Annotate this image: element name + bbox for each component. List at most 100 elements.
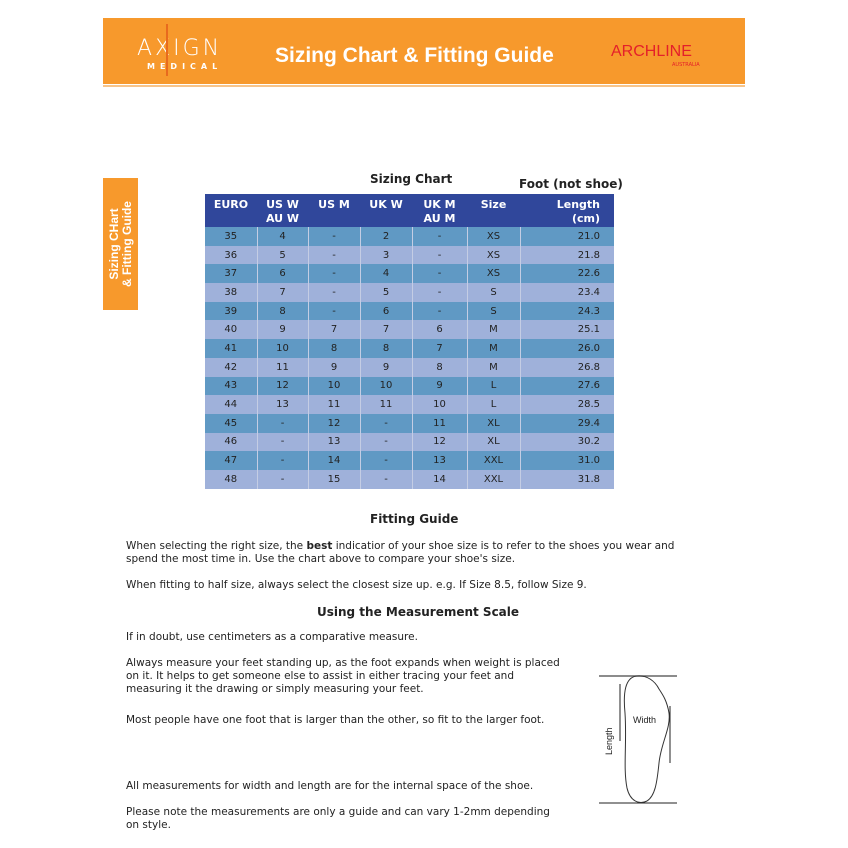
table-cell: 8	[308, 339, 361, 358]
table-cell: XS	[467, 227, 521, 246]
table-row: 44 13 11 11 10 L 28.5	[205, 395, 614, 414]
table-cell: L	[467, 376, 521, 396]
table-cell: 12	[412, 432, 468, 452]
table-cell: 4	[257, 227, 309, 246]
table-cell: 7	[412, 339, 468, 358]
width-label: Width	[633, 715, 656, 725]
length-label: Length	[604, 727, 614, 755]
chart-title: Sizing Chart	[370, 172, 453, 186]
column-header: US W AU W	[257, 194, 308, 227]
table-row: 36 5-3- XS 21.8	[205, 245, 614, 265]
table-cell: -	[308, 227, 361, 246]
table-cell: XXL	[467, 451, 521, 470]
table-row: 40 9 7 7 6 M 25.1	[205, 320, 614, 340]
sizing-table: EURO US W AU W US M UK W UK M AU M Size Length (c…	[205, 194, 614, 489]
table-cell: 13	[257, 395, 309, 414]
table-cell: 46	[205, 432, 258, 452]
table-cell: 14	[308, 451, 361, 470]
axign-logo: AXIGN	[137, 36, 223, 61]
table-cell: 6	[360, 301, 413, 321]
table-cell: 3	[360, 245, 413, 265]
fitting-paragraph-1: When selecting the right size, the best …	[126, 540, 675, 565]
table-cell: 45	[205, 413, 258, 433]
table-cell: 36	[205, 245, 258, 265]
axign-logo-sub: MEDICAL	[147, 62, 223, 71]
archline-logo: ARCHLINE	[611, 43, 692, 60]
table-row: 45-12-11 XL 29.4	[205, 413, 614, 433]
table-cell: 40	[205, 320, 258, 340]
table-cell: 41	[205, 339, 258, 358]
table-cell: -	[308, 264, 361, 284]
fitting-paragraph-2: When fitting to half size, always select…	[126, 579, 587, 591]
table-cell: 42	[205, 357, 258, 377]
table-cell: 11	[360, 395, 413, 414]
table-cell: 2	[360, 227, 413, 246]
table-cell: 7	[360, 320, 413, 340]
table-cell: 25.1	[520, 320, 614, 340]
table-row: 42 11 9 9 8 M 26.8	[205, 357, 614, 377]
measure-paragraph-1: If in doubt, use centimeters as a compar…	[126, 631, 418, 643]
table-cell: 9	[412, 376, 468, 396]
side-tab: Sizing CHart & Fitting Guide	[103, 178, 138, 310]
table-cell: -	[257, 451, 309, 470]
table-cell: -	[360, 451, 413, 470]
table-cell: 4	[360, 264, 413, 284]
table-row: 46-13-12 XL 30.2	[205, 432, 614, 452]
table-cell: -	[360, 469, 413, 489]
axign-logo-mark	[166, 24, 168, 76]
table-cell: 15	[308, 469, 361, 489]
table-row: 41 10 8 8 7 M 26.0	[205, 339, 614, 358]
table-cell: -	[257, 432, 309, 452]
table-cell: -	[257, 413, 309, 433]
table-cell: 14	[412, 469, 468, 489]
table-cell: -	[360, 432, 413, 452]
table-cell: 11	[257, 357, 309, 377]
table-cell: 21.8	[520, 245, 614, 265]
table-cell: M	[467, 339, 521, 358]
table-cell: 22.6	[520, 264, 614, 284]
side-tab-line1: Sizing CHart	[106, 208, 121, 280]
table-cell: -	[257, 469, 309, 489]
table-cell: 13	[412, 451, 468, 470]
table-cell: 44	[205, 395, 258, 414]
table-cell: XS	[467, 245, 521, 265]
table-cell: 8	[257, 301, 309, 321]
foot-note: Foot (not shoe)	[519, 177, 623, 191]
table-cell: 9	[360, 357, 413, 377]
table-cell: -	[360, 413, 413, 433]
table-cell: 35	[205, 227, 258, 246]
column-header: UK W	[360, 194, 412, 227]
table-cell: 8	[360, 339, 413, 358]
table-cell: 9	[257, 320, 309, 340]
table-cell: 31.8	[520, 469, 614, 489]
side-tab-line2: & Fitting Guide	[119, 201, 134, 287]
table-cell: XL	[467, 432, 521, 452]
measure-paragraph-3: Most people have one foot that is larger…	[126, 714, 545, 726]
column-header: Length (cm)	[520, 194, 614, 227]
table-cell: 5	[360, 283, 413, 302]
table-cell: 8	[412, 357, 468, 377]
table-cell: M	[467, 357, 521, 377]
table-cell: 39	[205, 301, 258, 321]
table-cell: 26.0	[520, 339, 614, 358]
table-cell: -	[412, 227, 468, 246]
table-row: 38 7-5- S 23.4	[205, 283, 614, 302]
table-cell: 38	[205, 283, 258, 302]
table-cell: XS	[467, 264, 521, 284]
table-cell: -	[412, 264, 468, 284]
table-cell: 28.5	[520, 395, 614, 414]
foot-diagram: Width Length	[599, 675, 677, 804]
table-cell: 27.6	[520, 376, 614, 396]
measure-paragraph-2: Always measure your feet standing up, as…	[126, 657, 560, 695]
measure-paragraph-4: All measurements for width and length ar…	[126, 780, 534, 792]
table-cell: 11	[412, 413, 468, 433]
table-cell: 21.0	[520, 227, 614, 246]
table-cell: 47	[205, 451, 258, 470]
table-cell: 6	[257, 264, 309, 284]
table-cell: 12	[308, 413, 361, 433]
table-cell: 6	[412, 320, 468, 340]
column-header: UK M AU M	[412, 194, 467, 227]
archline-logo-sub: AUSTRALIA	[672, 62, 700, 68]
table-cell: -	[308, 245, 361, 265]
table-cell: M	[467, 320, 521, 340]
